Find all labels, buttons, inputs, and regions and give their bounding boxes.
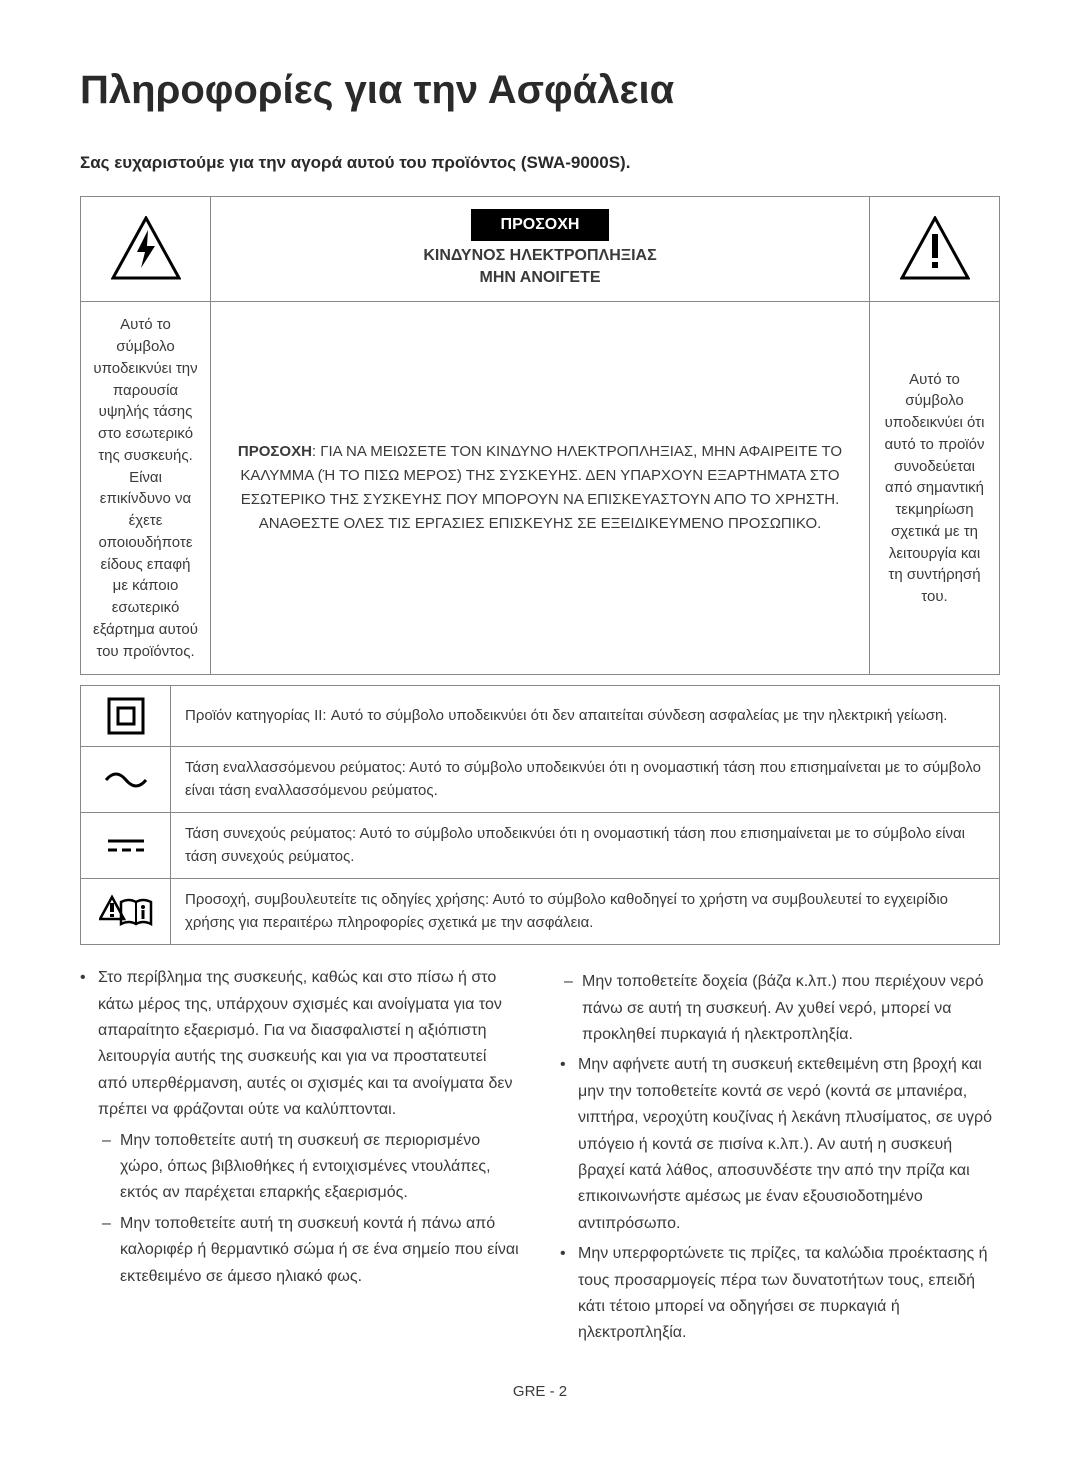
page-footer: GRE - 2 <box>80 1381 1000 1404</box>
exclaim-icon <box>900 216 970 281</box>
class2-desc: Προϊόν κατηγορίας II: Αυτό το σύμβολο υπ… <box>171 686 1000 747</box>
left-column: Στο περίβλημα της συσκευής, καθώς και στ… <box>80 965 520 1350</box>
caution-header-cell: ΠΡΟΣΟΧΗ ΚΙΝΔΥΝΟΣ ΗΛΕΚΤΡΟΠΛΗΞΙΑΣ ΜΗΝ ΑΝΟΙ… <box>211 196 870 302</box>
right-dash-1: Μην τοποθετείτε δοχεία (βάζα κ.λπ.) που … <box>560 969 1000 1048</box>
right-bullet-2: Μην υπερφορτώνετε τις πρίζες, τα καλώδια… <box>560 1241 1000 1347</box>
ac-icon <box>81 747 171 813</box>
left-dash-1: Μην τοποθετείτε αυτή τη συσκευή σε περιο… <box>98 1128 520 1207</box>
left-symbol-desc: Αυτό το σύμβολο υποδεικνύει την παρουσία… <box>81 302 211 675</box>
text-columns: Στο περίβλημα της συσκευής, καθώς και στ… <box>80 965 1000 1350</box>
dc-desc: Τάση συνεχούς ρεύματος: Αυτό το σύμβολο … <box>171 813 1000 879</box>
caution-line1: ΚΙΝΔΥΝΟΣ ΗΛΕΚΤΡΟΠΛΗΞΙΑΣ <box>223 245 857 267</box>
caution-body: ΠΡΟΣΟΧΗ: ΓΙΑ ΝΑ ΜΕΙΩΣΕΤΕ ΤΟΝ ΚΙΝΔΥΝΟ ΗΛΕ… <box>211 302 870 675</box>
bolt-icon <box>111 216 181 281</box>
caution-body-text: : ΓΙΑ ΝΑ ΜΕΙΩΣΕΤΕ ΤΟΝ ΚΙΝΔΥΝΟ ΗΛΕΚΤΡΟΠΛΗ… <box>240 443 842 532</box>
right-symbol-desc: Αυτό το σύμβολο υποδεικνύει ότι αυτό το … <box>870 302 1000 675</box>
caution-line2: ΜΗΝ ΑΝΟΙΓΕΤΕ <box>223 267 857 289</box>
ac-desc: Τάση εναλλασσόμενου ρεύματος: Αυτό το σύ… <box>171 747 1000 813</box>
warning-table: ΠΡΟΣΟΧΗ ΚΙΝΔΥΝΟΣ ΗΛΕΚΤΡΟΠΛΗΞΙΑΣ ΜΗΝ ΑΝΟΙ… <box>80 196 1000 676</box>
manual-icon <box>81 879 171 945</box>
left-bullet-1-text: Στο περίβλημα της συσκευής, καθώς και στ… <box>98 969 512 1118</box>
left-bullet-1: Στο περίβλημα της συσκευής, καθώς και στ… <box>80 965 520 1290</box>
manual-desc: Προσοχή, συμβουλευτείτε τις οδηγίες χρήσ… <box>171 879 1000 945</box>
caution-body-bold: ΠΡΟΣΟΧΗ <box>238 443 312 460</box>
caution-label: ΠΡΟΣΟΧΗ <box>471 209 610 241</box>
right-column: Μην τοποθετείτε δοχεία (βάζα κ.λπ.) που … <box>560 965 1000 1350</box>
bolt-icon-cell <box>81 196 211 302</box>
left-dash-2: Μην τοποθετείτε αυτή τη συσκευή κοντά ή … <box>98 1211 520 1290</box>
exclaim-icon-cell <box>870 196 1000 302</box>
class2-icon <box>81 686 171 747</box>
dc-icon <box>81 813 171 879</box>
page-title: Πληροφορίες για την Ασφάλεια <box>80 60 1000 120</box>
right-bullet-1: Μην αφήνετε αυτή τη συσκευή εκτεθειμένη … <box>560 1052 1000 1237</box>
symbol-table: Προϊόν κατηγορίας II: Αυτό το σύμβολο υπ… <box>80 685 1000 945</box>
subtitle: Σας ευχαριστούμε για την αγορά αυτού του… <box>80 150 1000 176</box>
